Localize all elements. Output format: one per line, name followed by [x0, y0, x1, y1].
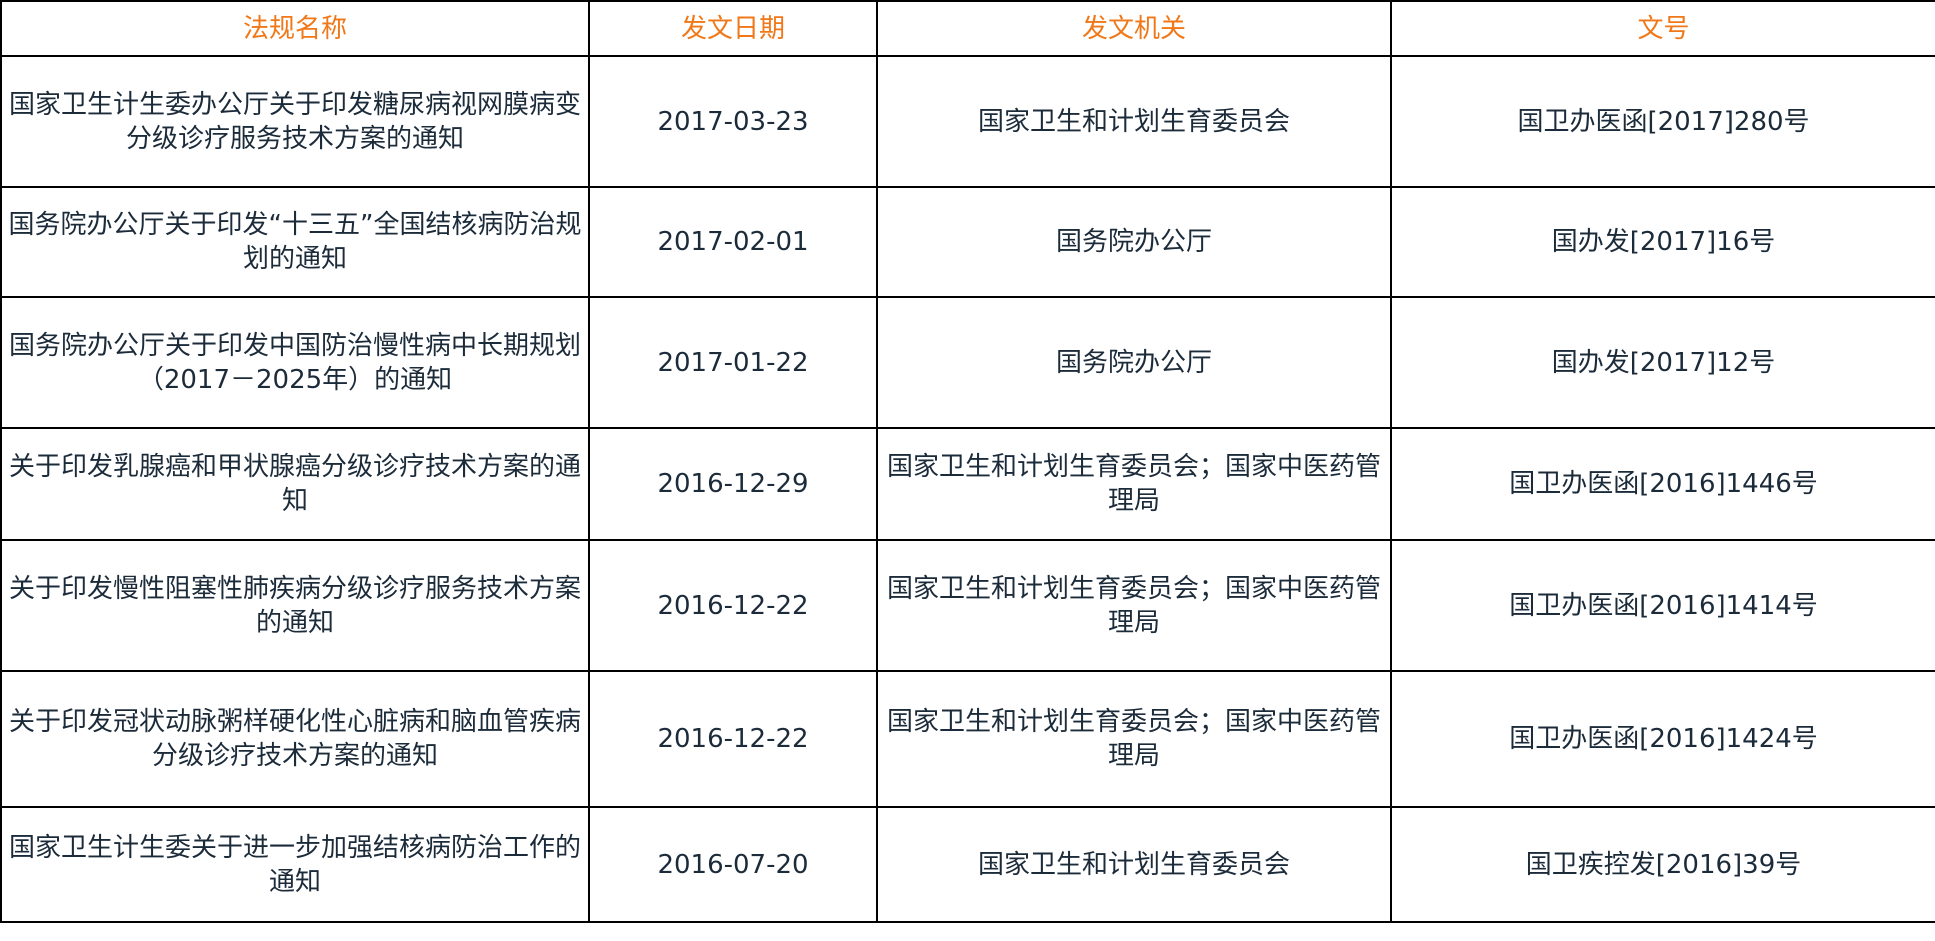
table-row: 关于印发慢性阻塞性肺疾病分级诊疗服务技术方案的通知 2016-12-22 国家卫生和… — [0, 539, 1935, 672]
document-number: 国办发[2017]12号 — [1390, 296, 1935, 429]
regulation-name: 关于印发慢性阻塞性肺疾病分级诊疗服务技术方案的通知 — [0, 539, 590, 672]
issuing-authority: 国家卫生和计划生育委员会；国家中医药管理局 — [876, 427, 1392, 541]
issue-date: 2016-07-20 — [588, 806, 878, 923]
issuing-authority: 国务院办公厅 — [876, 296, 1392, 429]
table-row: 国务院办公厅关于印发“十三五”全国结核病防治规划的通知 2017-02-01 国务院… — [0, 186, 1935, 298]
table-row: 关于印发冠状动脉粥样硬化性心脏病和脑血管疾病分级诊疗技术方案的通知 2016-12… — [0, 670, 1935, 808]
table-row: 国家卫生计生委关于进一步加强结核病防治工作的通知 2016-07-20 国家卫生和计… — [0, 806, 1935, 923]
table-row: 国务院办公厅关于印发中国防治慢性病中长期规划（2017－2025年）的通知 201… — [0, 296, 1935, 429]
document-number: 国办发[2017]16号 — [1390, 186, 1935, 298]
issue-date: 2017-02-01 — [588, 186, 878, 298]
document-number: 国卫办医函[2017]280号 — [1390, 55, 1935, 188]
issue-date: 2017-03-23 — [588, 55, 878, 188]
issuing-authority: 国家卫生和计划生育委员会 — [876, 806, 1392, 923]
table-row: 国家卫生计生委办公厅关于印发糖尿病视网膜病变分级诊疗服务技术方案的通知 2017-… — [0, 55, 1935, 188]
regulation-name: 国家卫生计生委关于进一步加强结核病防治工作的通知 — [0, 806, 590, 923]
header-cell: 法规名称 — [0, 0, 590, 57]
issuing-authority: 国家卫生和计划生育委员会 — [876, 55, 1392, 188]
table-row: 关于印发乳腺癌和甲状腺癌分级诊疗技术方案的通知 2016-12-29 国家卫生和计划… — [0, 427, 1935, 541]
regulation-name: 国家卫生计生委办公厅关于印发糖尿病视网膜病变分级诊疗服务技术方案的通知 — [0, 55, 590, 188]
issue-date: 2016-12-22 — [588, 539, 878, 672]
issue-date: 2016-12-22 — [588, 670, 878, 808]
document-number: 国卫办医函[2016]1414号 — [1390, 539, 1935, 672]
header-row: 法规名称 发文日期 发文机关 文号 — [0, 0, 1935, 57]
issuing-authority: 国务院办公厅 — [876, 186, 1392, 298]
document-number: 国卫疾控发[2016]39号 — [1390, 806, 1935, 923]
header-cell: 文号 — [1390, 0, 1935, 57]
issuing-authority: 国家卫生和计划生育委员会；国家中医药管理局 — [876, 539, 1392, 672]
header-cell: 发文机关 — [876, 0, 1392, 57]
document-number: 国卫办医函[2016]1446号 — [1390, 427, 1935, 541]
issue-date: 2017-01-22 — [588, 296, 878, 429]
issuing-authority: 国家卫生和计划生育委员会；国家中医药管理局 — [876, 670, 1392, 808]
document-number: 国卫办医函[2016]1424号 — [1390, 670, 1935, 808]
regulation-name: 国务院办公厅关于印发“十三五”全国结核病防治规划的通知 — [0, 186, 590, 298]
regulation-name: 国务院办公厅关于印发中国防治慢性病中长期规划（2017－2025年）的通知 — [0, 296, 590, 429]
header-cell: 发文日期 — [588, 0, 878, 57]
regulation-name: 关于印发乳腺癌和甲状腺癌分级诊疗技术方案的通知 — [0, 427, 590, 541]
issue-date: 2016-12-29 — [588, 427, 878, 541]
regulation-name: 关于印发冠状动脉粥样硬化性心脏病和脑血管疾病分级诊疗技术方案的通知 — [0, 670, 590, 808]
